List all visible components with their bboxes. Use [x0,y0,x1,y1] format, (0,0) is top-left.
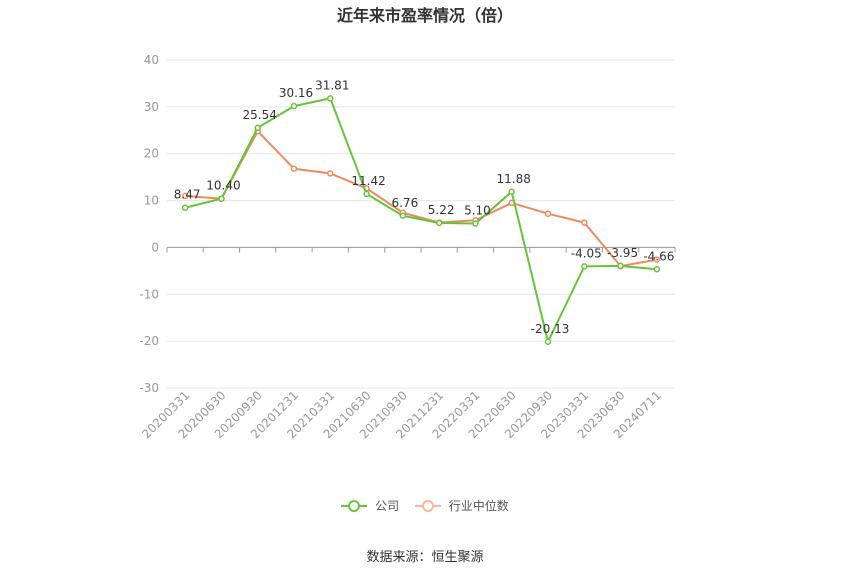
data-label: -20.13 [531,322,570,336]
data-point-company [617,262,624,270]
data-label: 11.42 [351,174,385,188]
y-tick-label: 10 [144,194,159,208]
data-point-company [435,219,443,227]
y-tick-label: 0 [151,240,159,254]
y-tick-label: 30 [144,100,159,114]
data-point-company [218,195,225,202]
legend-swatch-company [341,499,368,513]
data-point-industry-median [181,192,189,200]
data-point-company [399,212,407,220]
data-label: 11.88 [497,172,531,186]
data-point-industry-median [653,256,661,263]
y-tick-label: -10 [139,287,159,301]
data-label: 5.22 [428,203,455,217]
data-point-company [181,204,189,211]
data-label: 5.10 [464,204,491,218]
legend-label-company: 公司 [375,499,400,513]
data-label: -3.95 [607,246,638,260]
data-point-company [581,263,588,270]
data-point-company [363,190,370,198]
series-line-industry-median [185,130,658,268]
y-tick-label: -30 [139,381,159,395]
data-label: 31.81 [315,78,349,92]
legend-swatch-industry-median [414,499,441,513]
data-point-company [290,102,298,110]
legend-item-company[interactable]: 公司 [341,497,399,514]
y-tick-label: 20 [144,147,159,161]
data-point-company [327,95,334,102]
data-point-company [653,266,661,273]
data-source-note: 数据来源：恒生聚源 [366,550,484,565]
data-point-industry-median [327,170,334,177]
data-point-industry-median [290,165,298,172]
data-label: 25.54 [243,108,277,122]
data-point-industry-median [581,219,588,226]
data-point-company [472,220,479,227]
y-tick-label: -20 [139,334,159,348]
data-point-company [544,338,552,346]
data-point-company [254,124,261,132]
series-line-company [184,97,657,343]
legend-label-industry-median: 行业中位数 [448,499,509,513]
chart-title: 近年来市盈率情况（倍） [336,6,513,25]
data-label: -4.66 [643,249,674,263]
data-label: 30.16 [279,86,313,100]
data-label: 6.76 [391,196,418,210]
y-tick-label: 40 [144,53,159,67]
chart-legend: 公司 行业中位数 [0,497,850,514]
data-point-industry-median [544,210,552,217]
legend-item-industry-median[interactable]: 行业中位数 [414,497,509,514]
data-label: -4.05 [571,246,602,260]
data-point-company [508,188,515,196]
data-label: 10.40 [206,179,240,193]
data-label: 8.47 [174,188,201,202]
